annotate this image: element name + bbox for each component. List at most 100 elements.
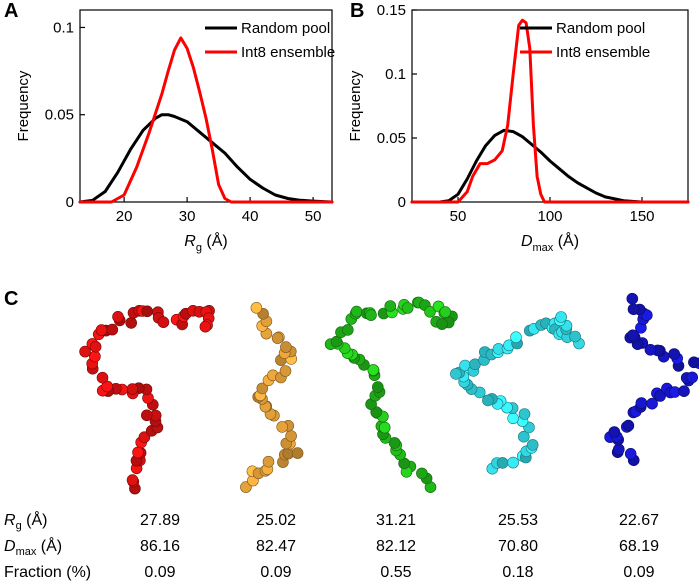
bead xyxy=(276,421,289,433)
table-cell: 31.21 xyxy=(375,512,417,529)
x-tick-label: 40 xyxy=(242,208,259,225)
table-cell: 25.53 xyxy=(497,512,539,529)
bead xyxy=(424,305,436,318)
bead xyxy=(622,419,635,432)
bead xyxy=(388,437,401,449)
bead xyxy=(95,324,108,336)
bead xyxy=(608,426,621,438)
structure-red xyxy=(79,304,215,495)
y-tick-label: 0 xyxy=(398,194,406,211)
table-cell: 86.16 xyxy=(139,538,181,555)
bead xyxy=(280,341,292,353)
bead xyxy=(365,309,377,321)
y-tick-label: 0.1 xyxy=(53,19,74,36)
bead xyxy=(291,447,304,459)
dmax-distribution-chart: 50 100 150 0 0.05 0.1 0.15 Frequency Dmax (Å) Ran… xyxy=(350,2,690,254)
bead xyxy=(626,292,639,305)
y-axis-label: Frequency xyxy=(350,70,364,141)
table-row-fraction: Fraction (%) 0.09 0.09 0.55 0.18 0.09 xyxy=(0,564,699,588)
bead xyxy=(569,330,581,343)
bead xyxy=(126,474,139,486)
table-cell: 0.18 xyxy=(502,564,534,581)
bead xyxy=(141,305,153,318)
table-cell: 82.47 xyxy=(255,538,297,555)
table-row-dmax: Dmax (Å) 86.16 82.47 82.12 70.80 68.19 xyxy=(0,538,699,562)
bead xyxy=(350,305,363,318)
bead xyxy=(439,306,452,318)
table-cell: 82.12 xyxy=(375,538,417,555)
bead xyxy=(688,356,699,369)
series-line-int8-ensemble xyxy=(78,36,334,204)
bead xyxy=(89,340,102,353)
x-tick-label: 100 xyxy=(537,208,562,225)
bead xyxy=(262,455,275,468)
table-cell: 0.09 xyxy=(623,564,655,581)
structure-green xyxy=(324,296,458,493)
y-tick-label: 0.15 xyxy=(377,2,406,19)
legend-label: Random pool xyxy=(241,20,330,37)
x-axis-label-subscript: g xyxy=(196,242,202,254)
bead xyxy=(526,439,539,451)
y-tick-label: 0.1 xyxy=(385,66,406,83)
bead xyxy=(279,365,292,377)
panel-label-b: B xyxy=(350,0,365,22)
x-tick-label: 30 xyxy=(179,208,196,225)
bead xyxy=(141,409,153,422)
table-row-rg: Rg (Å) 27.89 25.02 31.21 25.53 22.67 xyxy=(0,512,699,536)
series-line-int8-ensemble xyxy=(410,18,690,204)
series-line-random-pool xyxy=(410,128,690,204)
bead xyxy=(199,320,212,333)
bead xyxy=(686,371,699,384)
bead xyxy=(132,446,144,459)
y-tick-label: 0.05 xyxy=(45,107,74,124)
bead xyxy=(271,332,284,344)
bead xyxy=(612,443,625,456)
plot-frame xyxy=(79,9,333,203)
bead xyxy=(256,382,269,395)
table-cell: 0.09 xyxy=(144,564,176,581)
bead xyxy=(507,456,519,469)
panel-label-c: C xyxy=(4,288,19,310)
structure-blue xyxy=(604,292,699,466)
bead xyxy=(678,385,690,397)
bead xyxy=(482,394,494,407)
table-cell: 25.02 xyxy=(255,512,297,529)
bead xyxy=(416,467,428,480)
table-cell: 0.09 xyxy=(260,564,292,581)
table-cell: 70.80 xyxy=(497,538,539,555)
bead xyxy=(367,364,380,376)
bead xyxy=(138,431,151,443)
bead xyxy=(646,397,658,410)
legend-label: Int8 ensemble xyxy=(241,44,335,61)
bead xyxy=(627,303,640,316)
y-tick-label: 0 xyxy=(66,194,74,211)
bead xyxy=(626,329,639,342)
bead xyxy=(378,421,391,434)
bead xyxy=(157,316,170,329)
table-cell: 22.67 xyxy=(618,512,660,529)
x-axis-label-subscript: max xyxy=(533,242,554,254)
table-label-dmax: Dmax (Å) xyxy=(4,538,63,559)
legend-label: Int8 ensemble xyxy=(556,44,650,61)
bead xyxy=(250,301,263,314)
x-tick-label: 150 xyxy=(629,208,654,225)
bead xyxy=(654,390,666,402)
bead xyxy=(517,430,530,443)
bead xyxy=(96,371,109,384)
rg-distribution-chart: 20 30 40 50 0 0.05 0.1 Frequency Rg (Å) Random po… xyxy=(15,9,335,254)
panel-label-a: A xyxy=(4,0,19,22)
ensemble-structures xyxy=(79,292,699,495)
bead xyxy=(644,343,657,356)
bead xyxy=(285,430,297,442)
x-axis-label-unit: (Å) xyxy=(202,231,228,250)
bead xyxy=(450,368,462,380)
y-tick-label: 0.05 xyxy=(377,130,406,147)
bead xyxy=(79,345,91,358)
bead xyxy=(126,383,139,395)
bead xyxy=(436,318,448,330)
series-line-random-pool xyxy=(78,113,334,204)
bead xyxy=(106,323,119,336)
bead xyxy=(635,397,648,409)
x-tick-label: 20 xyxy=(116,208,133,225)
x-axis-label: Dmax (Å) xyxy=(521,231,579,254)
